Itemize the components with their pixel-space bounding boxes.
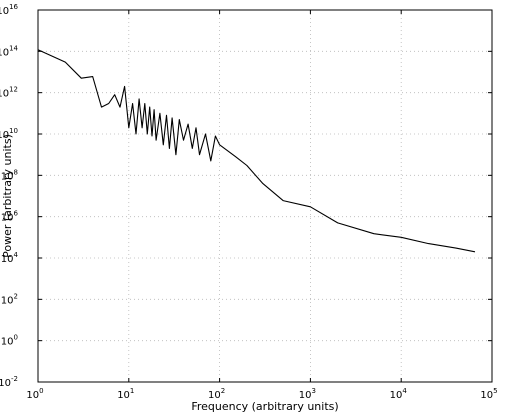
- x-tick-label: 100: [26, 387, 43, 401]
- y-tick-exponent: 6: [14, 210, 19, 218]
- x-axis-title: Frequency (arbitrary units): [191, 400, 338, 413]
- axis-ticks: 10010110210310410510-2100102104106108101…: [0, 3, 498, 401]
- x-tick-exponent: 4: [402, 387, 407, 395]
- y-tick-label: 102: [1, 292, 18, 306]
- y-tick-label: 104: [1, 251, 19, 265]
- y-tick-base: 10: [1, 295, 14, 306]
- x-tick-base: 10: [480, 390, 493, 401]
- y-tick-exponent: 16: [9, 3, 18, 11]
- x-tick-base: 10: [390, 390, 403, 401]
- y-tick-label: 108: [1, 168, 18, 182]
- x-tick-exponent: 5: [493, 387, 497, 395]
- x-tick-base: 10: [299, 390, 312, 401]
- y-tick-exponent: 12: [9, 86, 18, 94]
- y-tick-exponent: 10: [9, 127, 18, 135]
- spectrum-line-series-0: [37, 49, 476, 253]
- y-tick-exponent: 8: [14, 168, 18, 176]
- y-tick-exponent: 14: [9, 44, 18, 52]
- x-tick-exponent: 0: [39, 387, 43, 395]
- y-tick-base: 10: [0, 6, 9, 17]
- x-tick-exponent: 1: [130, 387, 134, 395]
- y-tick-base: 10: [1, 254, 14, 265]
- y-tick-base: 10: [0, 130, 9, 141]
- x-tick-base: 10: [26, 390, 39, 401]
- y-tick-exponent: 4: [14, 251, 19, 259]
- y-tick-label: 10-2: [0, 375, 18, 389]
- y-tick-base: 10: [1, 213, 14, 224]
- x-tick-exponent: 2: [221, 387, 225, 395]
- y-tick-label: 1010: [0, 127, 18, 141]
- y-tick-base: 10: [1, 337, 14, 348]
- y-tick-base: 10: [1, 171, 14, 182]
- y-tick-base: 10: [0, 378, 11, 389]
- x-tick-label: 104: [390, 387, 408, 401]
- y-tick-label: 100: [1, 334, 18, 348]
- x-tick-base: 10: [208, 390, 221, 401]
- y-tick-label: 1012: [0, 86, 18, 100]
- y-tick-label: 1014: [0, 44, 19, 58]
- y-tick-exponent: -2: [11, 375, 18, 383]
- y-tick-label: 106: [1, 210, 19, 224]
- x-tick-label: 101: [117, 387, 134, 401]
- y-tick-exponent: 2: [14, 292, 18, 300]
- y-tick-base: 10: [0, 89, 9, 100]
- x-tick-base: 10: [117, 390, 130, 401]
- grid-lines: [38, 10, 492, 382]
- x-tick-label: 102: [208, 387, 225, 401]
- y-tick-base: 10: [0, 47, 9, 58]
- plot-frame: [37, 9, 493, 383]
- y-axis-title: Power (arbitrary units): [1, 134, 14, 258]
- y-tick-exponent: 0: [14, 334, 18, 342]
- x-tick-label: 103: [299, 387, 316, 401]
- x-tick-label: 105: [480, 387, 497, 401]
- x-tick-exponent: 3: [312, 387, 316, 395]
- spectrum-line-layer: [37, 49, 476, 253]
- y-tick-label: 1016: [0, 3, 19, 17]
